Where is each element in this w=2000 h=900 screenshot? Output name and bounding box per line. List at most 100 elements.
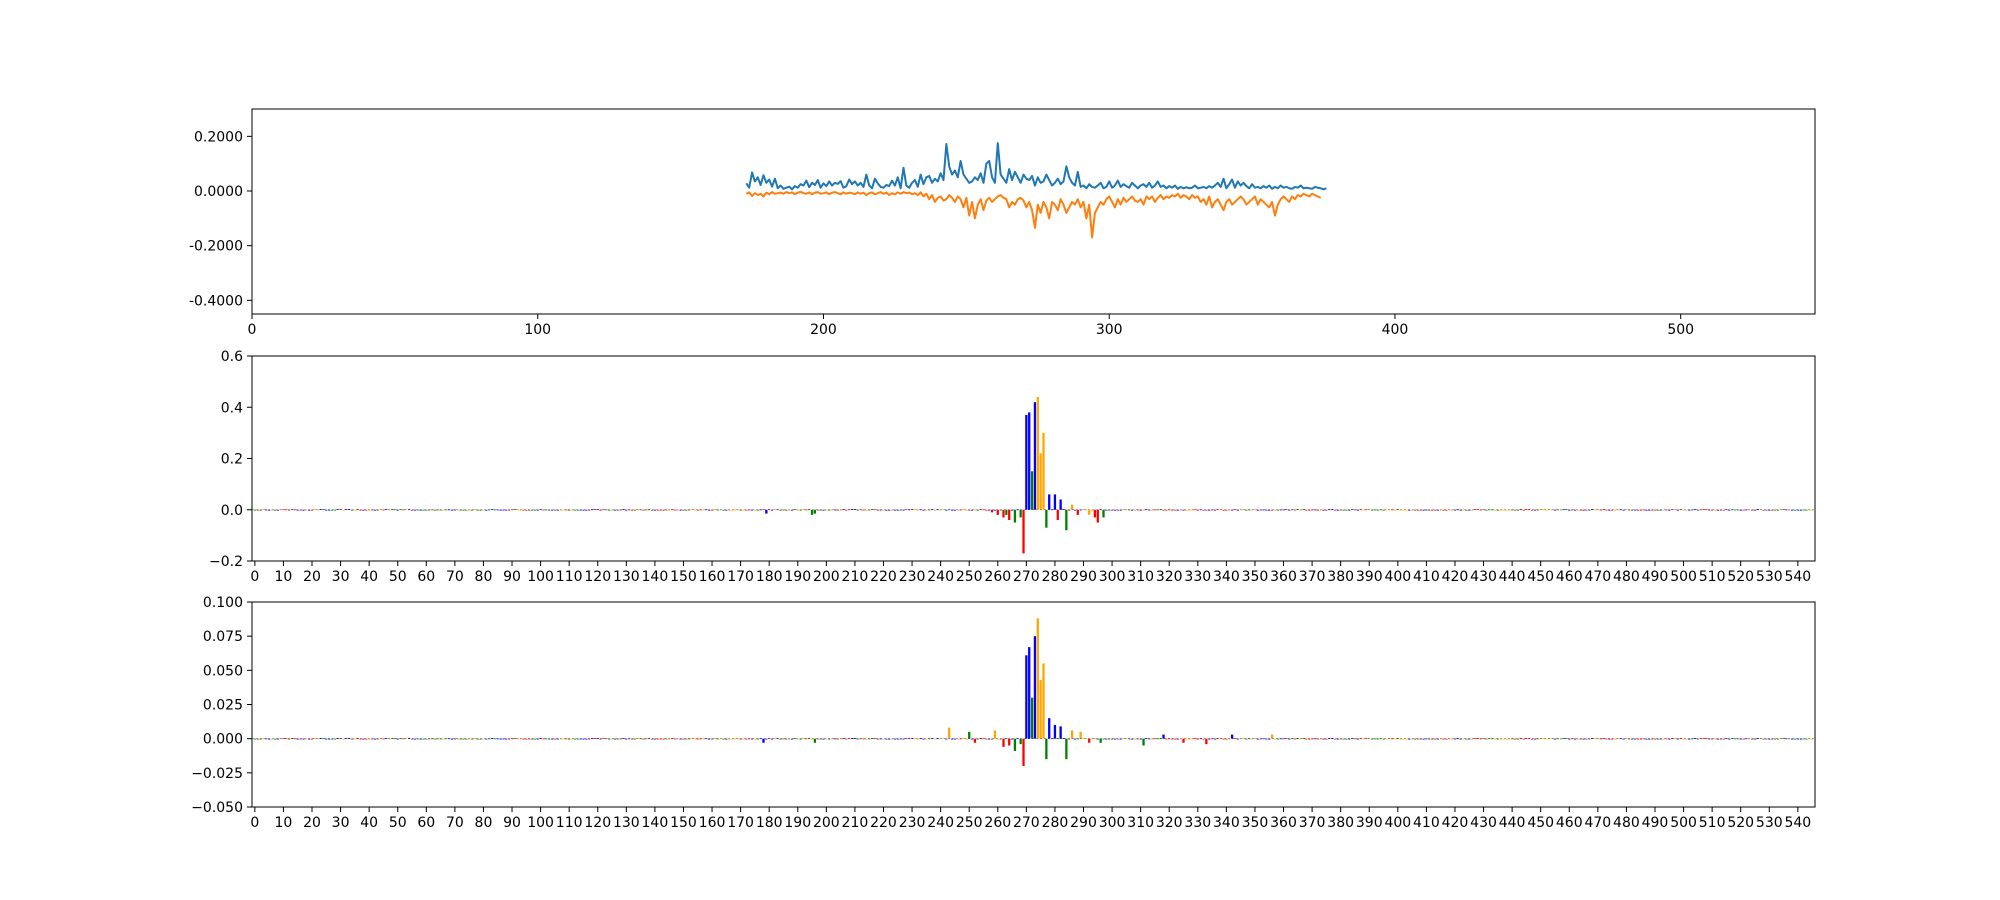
- attribution-bar: [568, 509, 571, 511]
- x-tick-label: 270: [1013, 569, 1040, 585]
- attribution-bar: [459, 738, 462, 740]
- attribution-bar: [562, 738, 565, 740]
- attribution-bar: [1028, 412, 1031, 510]
- y-tick-label: 0.000: [203, 732, 243, 748]
- attribution-bar: [1716, 738, 1719, 740]
- attribution-bar: [702, 738, 705, 740]
- attribution-bar: [1265, 509, 1268, 511]
- attribution-bar: [545, 509, 548, 511]
- attribution-bar: [479, 509, 482, 511]
- attribution-bar: [1665, 738, 1668, 740]
- attribution-bar: [1333, 509, 1337, 511]
- attribution-bar: [988, 738, 991, 740]
- attribution-bar: [665, 509, 668, 511]
- attribution-bar: [893, 509, 897, 511]
- attribution-bar: [682, 509, 685, 511]
- attribution-bar: [396, 738, 399, 740]
- attribution-bar: [753, 509, 757, 511]
- attribution-bar: [1602, 738, 1605, 739]
- attribution-bar: [1073, 509, 1077, 511]
- attribution-bar: [745, 738, 748, 740]
- attribution-bar: [1233, 738, 1237, 739]
- attribution-bar: [1673, 737, 1677, 739]
- x-tick-label: 370: [1299, 569, 1326, 585]
- attribution-bar: [770, 509, 774, 511]
- attribution-bar: [790, 509, 794, 511]
- attribution-bar: [573, 738, 577, 740]
- attribution-bar: [656, 509, 659, 511]
- attribution-bar: [1188, 738, 1191, 740]
- x-tick-label: 360: [1270, 569, 1297, 585]
- attribution-bar: [1262, 509, 1265, 511]
- attribution-bar: [1473, 509, 1477, 510]
- attribution-bar: [1105, 509, 1108, 511]
- attribution-bar: [845, 738, 848, 740]
- attribution-bar: [873, 509, 877, 511]
- attribution-bar: [1259, 509, 1262, 511]
- attribution-bar: [1345, 738, 1348, 740]
- attribution-bar: [405, 738, 408, 739]
- attribution-bar: [402, 509, 405, 511]
- attribution-bar: [359, 509, 362, 511]
- attribution-bar: [1802, 738, 1805, 740]
- attribution-bar: [368, 509, 371, 511]
- attribution-bar: [1762, 509, 1765, 511]
- attribution-bar: [1088, 509, 1091, 515]
- attribution-bar: [425, 738, 428, 740]
- y-tick-label: 0.6: [221, 349, 243, 365]
- attribution-bar: [1373, 738, 1377, 740]
- attribution-bar: [1139, 738, 1142, 740]
- attribution-bar: [288, 509, 291, 511]
- attribution-bar: [899, 738, 902, 740]
- x-tick-label: 30: [332, 815, 350, 831]
- attribution-bar: [799, 738, 802, 740]
- attribution-bar: [1516, 509, 1519, 511]
- y-tick-label: −0.025: [191, 766, 243, 782]
- attribution-bar: [996, 738, 999, 740]
- x-tick-label: 300: [1099, 569, 1126, 585]
- x-tick-label: 190: [784, 569, 811, 585]
- attribution-bar: [770, 738, 774, 740]
- attribution-bar: [1133, 738, 1137, 740]
- attribution-bar: [985, 509, 988, 511]
- attribution-bar: [1630, 738, 1634, 740]
- attribution-bar: [1005, 738, 1008, 740]
- attribution-bar: [773, 509, 777, 510]
- attribution-bar: [482, 738, 485, 740]
- attribution-bar: [305, 738, 308, 740]
- attribution-bar: [1108, 738, 1111, 740]
- attribution-bar: [1376, 738, 1379, 740]
- attribution-bar: [862, 738, 865, 740]
- attribution-bar: [1230, 509, 1234, 511]
- attribution-bar: [853, 738, 857, 739]
- attribution-bar: [653, 509, 657, 511]
- attribution-bar: [296, 509, 299, 511]
- attribution-bar: [773, 738, 777, 739]
- attribution-bar: [1356, 738, 1359, 740]
- attribution-bar: [1662, 738, 1665, 740]
- y-tick-label: 0.2000: [194, 129, 243, 145]
- x-tick-label: 60: [417, 815, 435, 831]
- attribution-bar: [1788, 738, 1791, 740]
- attribution-bar: [696, 738, 699, 740]
- attribution-bar: [256, 738, 259, 740]
- attribution-bar: [1702, 509, 1705, 510]
- attribution-bar: [796, 509, 799, 511]
- x-tick-label: 220: [870, 815, 897, 831]
- attribution-bar: [1610, 738, 1614, 740]
- y-tick-label: 0.075: [203, 629, 243, 645]
- attribution-bar: [1076, 509, 1079, 515]
- attribution-bar: [1273, 738, 1277, 740]
- attribution-bar: [1705, 509, 1708, 511]
- attribution-bar: [1045, 738, 1048, 760]
- x-tick-label: 190: [784, 815, 811, 831]
- attribution-bar: [1742, 738, 1745, 740]
- attribution-bar: [1008, 738, 1011, 746]
- attribution-bar: [1305, 738, 1308, 740]
- attribution-bar: [602, 738, 605, 740]
- attribution-bar: [1348, 738, 1351, 740]
- attribution-bar: [593, 738, 597, 739]
- attribution-bar: [268, 738, 271, 740]
- attribution-bar: [1630, 509, 1634, 511]
- series-line-2: [745, 190, 1322, 239]
